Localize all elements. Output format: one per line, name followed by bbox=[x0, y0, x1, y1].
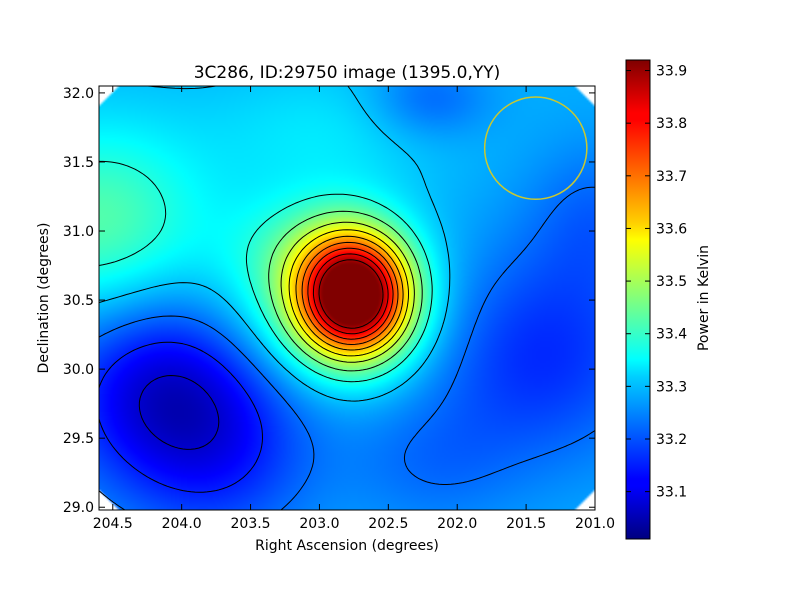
y-tick-label: 31.5 bbox=[63, 155, 94, 171]
x-tick-label: 202.0 bbox=[437, 516, 477, 532]
y-axis: 29.0 29.5 30.0 30.5 31.0 31.5 32.0 bbox=[63, 86, 595, 516]
chart-title: 3C286, ID:29750 image (1395.0,YY) bbox=[194, 63, 501, 83]
y-axis-label: Declination (degrees) bbox=[36, 223, 52, 374]
colorbar-tick-label: 33.6 bbox=[656, 221, 687, 237]
x-tick-label: 204.5 bbox=[93, 516, 133, 532]
colorbar-gradient bbox=[626, 60, 650, 539]
contour-level-8 bbox=[295, 235, 404, 351]
colorbar-tick-label: 33.3 bbox=[656, 379, 687, 395]
contour-lines bbox=[99, 86, 595, 510]
contour-level-6 bbox=[280, 221, 415, 363]
x-tick-label: 201.5 bbox=[506, 516, 546, 532]
colorbar-tick-label: 33.4 bbox=[656, 327, 687, 343]
y-tick-label: 31.0 bbox=[63, 224, 94, 240]
contour-level-9 bbox=[301, 241, 399, 345]
x-axis-label: Right Ascension (degrees) bbox=[255, 538, 439, 554]
beam-circle bbox=[483, 96, 588, 201]
y-tick-label: 29.0 bbox=[63, 500, 94, 516]
contour-level-2 bbox=[99, 186, 595, 510]
colorbar: 33.1 33.2 33.3 33.4 33.5 33.6 33.7 33.8 33.9 Pow… bbox=[625, 59, 712, 540]
y-tick-label: 30.5 bbox=[63, 293, 94, 309]
contour-level-4 bbox=[99, 160, 433, 383]
heatmap-image bbox=[99, 86, 595, 510]
colorbar-tick-label: 33.7 bbox=[656, 169, 687, 185]
contour-level-5 bbox=[268, 210, 423, 372]
colorbar-tick-label: 33.8 bbox=[656, 116, 687, 132]
colorbar-tick-label: 33.1 bbox=[656, 485, 687, 501]
y-tick-label: 30.0 bbox=[63, 362, 94, 378]
colorbar-label: Power in Kelvin bbox=[696, 245, 712, 351]
x-tick-label: 203.5 bbox=[231, 516, 271, 532]
contour-level-12 bbox=[318, 259, 384, 329]
x-tick-label: 201.0 bbox=[575, 516, 615, 532]
contour-level-10 bbox=[307, 247, 394, 340]
colorbar-tick-label: 33.9 bbox=[656, 64, 687, 80]
x-tick-label: 202.5 bbox=[368, 516, 408, 532]
x-axis: 204.5 204.0 203.5 203.0 202.5 202.0 201.5 201.0 bbox=[93, 86, 615, 532]
y-tick-label: 32.0 bbox=[63, 86, 94, 102]
x-tick-label: 204.0 bbox=[162, 516, 202, 532]
colorbar-tick-label: 33.2 bbox=[656, 432, 687, 448]
contour-level-11 bbox=[312, 253, 389, 335]
plot-area bbox=[98, 85, 596, 511]
plot-frame bbox=[98, 85, 596, 511]
contour-level-0 bbox=[138, 375, 220, 450]
colorbar-tick-label: 33.5 bbox=[656, 274, 687, 290]
colorbar-frame bbox=[625, 59, 651, 540]
y-tick-label: 29.5 bbox=[63, 431, 94, 447]
colorbar-ticks: 33.1 33.2 33.3 33.4 33.5 33.6 33.7 33.8 33.9 bbox=[626, 64, 687, 501]
contour-level-7 bbox=[288, 229, 409, 357]
contour-level-1 bbox=[99, 341, 263, 493]
x-tick-label: 203.0 bbox=[299, 516, 339, 532]
